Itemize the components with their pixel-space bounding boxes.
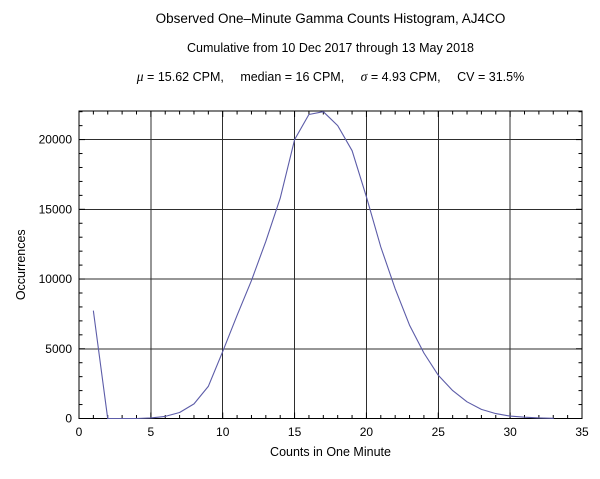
data-curve	[92, 111, 554, 420]
x-tick-label-20: 20	[360, 425, 374, 439]
x-tick-label-35: 35	[575, 425, 589, 439]
x-tick-label-0: 0	[76, 425, 83, 439]
x-axis-label: Counts in One Minute	[270, 445, 391, 459]
stat-mu: μ = 15.62 CPM,	[136, 69, 224, 84]
x-tick-label-25: 25	[432, 425, 446, 439]
stat-cv: CV = 31.5%	[457, 70, 525, 84]
y-tick-label-15000: 15000	[39, 202, 73, 216]
y-axis-label: Occurrences	[14, 229, 28, 300]
y-tick-label-5000: 5000	[45, 342, 72, 356]
x-tick-label-15: 15	[288, 425, 302, 439]
y-tick-label-20000: 20000	[39, 133, 73, 147]
x-tick-label-30: 30	[503, 425, 517, 439]
stat-sigma-value: = 4.93 CPM,	[367, 70, 441, 84]
plot-frame	[78, 110, 583, 419]
sigma-symbol: σ	[360, 69, 368, 84]
x-tick-label-10: 10	[216, 425, 230, 439]
stats-line: μ = 15.62 CPM, median = 16 CPM, σ = 4.93…	[79, 69, 582, 85]
stat-median: median = 16 CPM,	[240, 70, 345, 84]
plot-subtitle: Cumulative from 10 Dec 2017 through 13 M…	[187, 41, 474, 55]
mu-symbol: μ	[136, 69, 144, 84]
y-tick-label-0: 0	[65, 412, 72, 426]
page-title: Observed One–Minute Gamma Counts Histogr…	[155, 11, 506, 26]
y-tick-label-10000: 10000	[39, 272, 73, 286]
stat-mu-value: = 15.62 CPM,	[143, 70, 224, 84]
stat-sigma: σ = 4.93 CPM,	[360, 69, 441, 84]
x-tick-label-5: 5	[148, 425, 155, 439]
